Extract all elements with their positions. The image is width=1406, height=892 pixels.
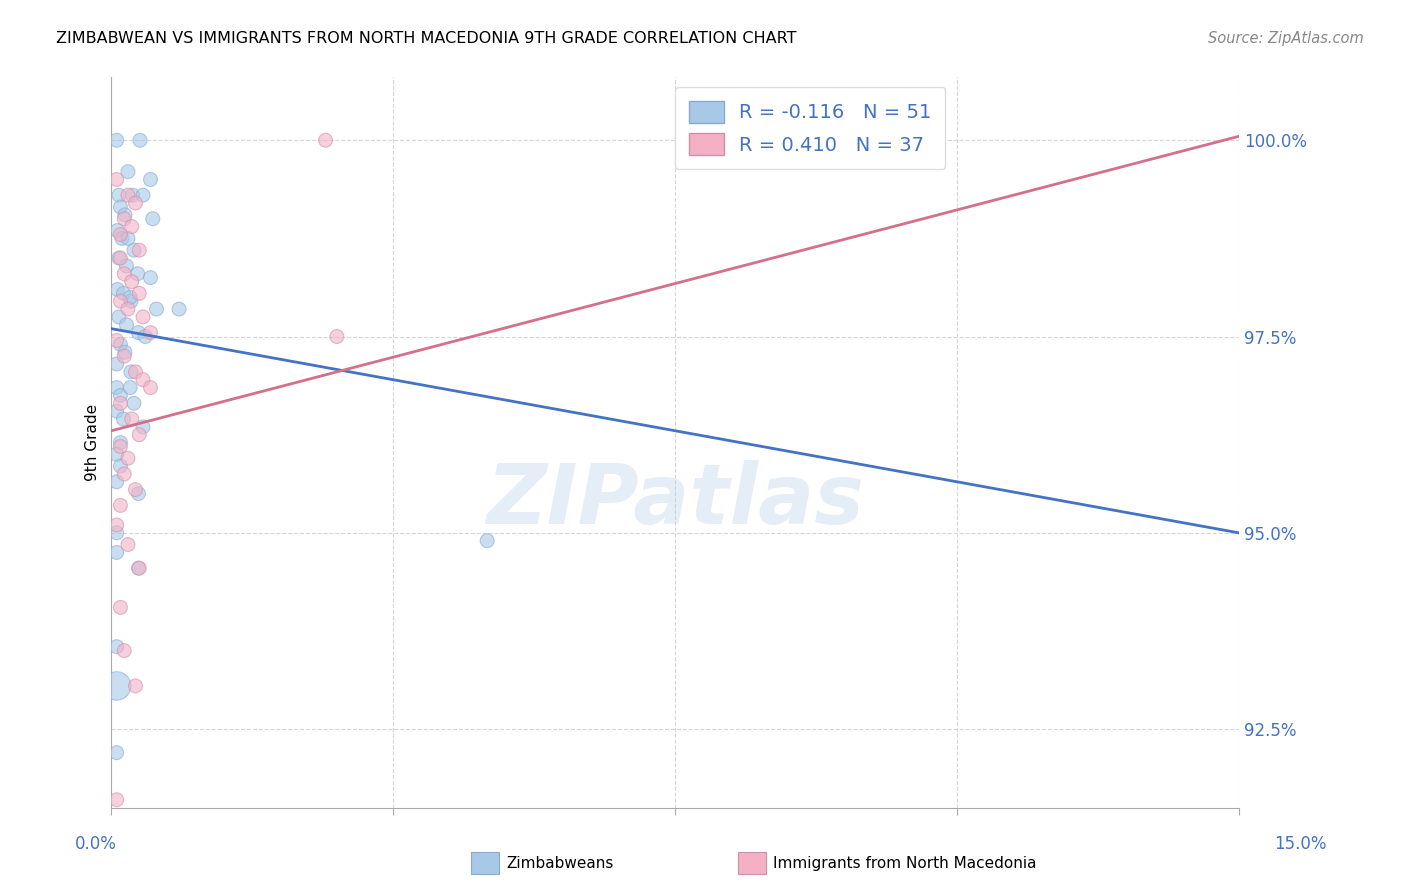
Point [127, 267, 149, 281]
Point [105, 447, 128, 461]
Point [117, 164, 139, 178]
Point [124, 483, 146, 497]
Point [132, 310, 155, 324]
Text: Source: ZipAtlas.com: Source: ZipAtlas.com [1208, 31, 1364, 46]
Point [139, 326, 162, 340]
Point [110, 227, 132, 242]
Point [105, 357, 128, 371]
Point [112, 349, 135, 363]
Point [112, 643, 135, 657]
Point [110, 388, 132, 402]
Point [129, 133, 152, 147]
Point [114, 345, 136, 359]
Point [112, 467, 135, 481]
Legend: R = -0.116   N = 51, R = 0.410   N = 37: R = -0.116 N = 51, R = 0.410 N = 37 [675, 87, 945, 169]
Point [326, 329, 349, 343]
Point [145, 301, 167, 316]
Point [110, 440, 132, 454]
Point [132, 373, 155, 387]
Point [105, 404, 128, 418]
Point [105, 133, 128, 147]
Point [105, 746, 128, 760]
Text: Immigrants from North Macedonia: Immigrants from North Macedonia [773, 856, 1036, 871]
Point [110, 499, 132, 513]
Point [110, 600, 132, 615]
Point [139, 270, 162, 285]
Point [105, 640, 128, 654]
Point [117, 538, 139, 552]
Point [128, 243, 150, 257]
Point [111, 231, 134, 245]
Point [139, 172, 162, 186]
Point [120, 365, 142, 379]
Point [107, 223, 129, 237]
Point [105, 793, 128, 807]
Point [108, 251, 131, 265]
Point [105, 475, 128, 489]
Point [132, 188, 155, 202]
Y-axis label: 9th Grade: 9th Grade [86, 404, 100, 481]
Text: 0.0%: 0.0% [75, 835, 117, 853]
Point [120, 290, 142, 304]
Point [124, 365, 146, 379]
Point [105, 172, 128, 186]
Point [124, 196, 146, 211]
Point [114, 208, 136, 222]
Point [120, 380, 142, 394]
Point [110, 200, 132, 214]
Point [117, 231, 139, 245]
Point [167, 301, 190, 316]
Point [121, 219, 143, 234]
Text: 15.0%: 15.0% [1274, 835, 1327, 853]
Point [115, 318, 138, 332]
Point [112, 267, 135, 281]
Point [110, 294, 132, 309]
Point [112, 286, 135, 301]
Point [124, 679, 146, 693]
Point [110, 459, 132, 474]
Point [477, 533, 499, 548]
Point [110, 396, 132, 410]
Point [105, 679, 128, 693]
Text: ZIMBABWEAN VS IMMIGRANTS FROM NORTH MACEDONIA 9TH GRADE CORRELATION CHART: ZIMBABWEAN VS IMMIGRANTS FROM NORTH MACE… [56, 31, 797, 46]
Point [112, 412, 135, 426]
Point [121, 412, 143, 426]
Point [115, 259, 138, 273]
Point [110, 435, 132, 450]
Point [105, 334, 128, 348]
Point [122, 243, 145, 257]
Point [105, 518, 128, 533]
Point [121, 275, 143, 289]
Point [105, 545, 128, 559]
Point [127, 561, 149, 575]
Point [127, 486, 149, 500]
Point [315, 133, 337, 147]
Point [110, 251, 132, 265]
Point [142, 211, 165, 226]
Point [134, 329, 156, 343]
Point [117, 188, 139, 202]
Point [120, 294, 142, 309]
Point [128, 286, 150, 301]
Point [122, 396, 145, 410]
Text: ZIPatlas: ZIPatlas [486, 460, 865, 541]
Point [108, 188, 131, 202]
Point [117, 301, 139, 316]
Point [117, 451, 139, 466]
Point [128, 427, 150, 442]
Point [107, 282, 129, 296]
Point [105, 525, 128, 540]
Text: Zimbabweans: Zimbabweans [506, 856, 613, 871]
Point [127, 326, 149, 340]
Point [105, 380, 128, 394]
Point [128, 561, 150, 575]
Point [112, 211, 135, 226]
Point [132, 420, 155, 434]
Point [139, 380, 162, 394]
Point [121, 188, 143, 202]
Point [108, 310, 131, 324]
Point [110, 337, 132, 351]
